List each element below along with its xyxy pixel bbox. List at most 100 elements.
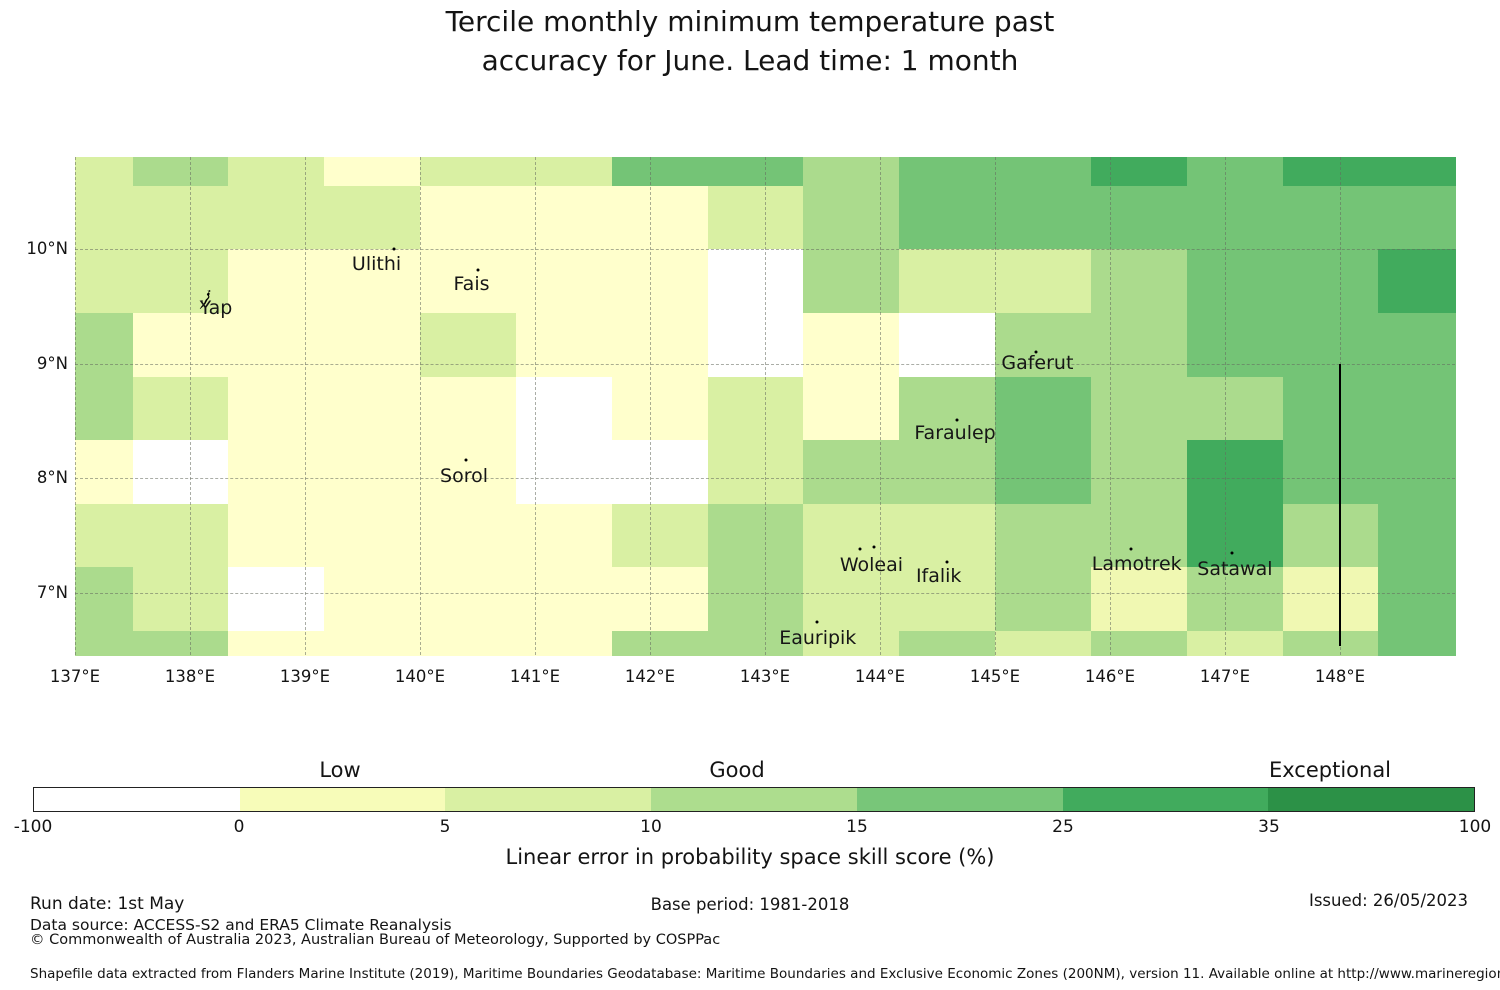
map-cell <box>1186 249 1284 314</box>
grid-line-parallel <box>75 478 1455 480</box>
island-label: Faraulep <box>914 421 996 444</box>
map-cell <box>324 503 421 569</box>
grid-line-parallel <box>75 249 1455 251</box>
map-cell <box>1090 631 1188 656</box>
map-cell <box>995 249 1092 314</box>
grid-line-meridian <box>765 157 766 655</box>
x-tick-label: 139°E <box>279 667 331 686</box>
chart-title-line2: accuracy for June. Lead time: 1 month <box>481 44 1019 77</box>
island-marker <box>1034 350 1038 354</box>
map-cell <box>899 631 996 656</box>
copyright-text: © Commonwealth of Australia 2023, Austra… <box>30 932 721 948</box>
map-cell <box>75 185 134 250</box>
map-cell <box>75 312 134 378</box>
colorbar <box>33 787 1475 812</box>
map-cell <box>995 567 1092 632</box>
grid-line-meridian <box>190 157 191 655</box>
map-cell <box>1090 440 1188 505</box>
map-cell <box>228 503 325 569</box>
map-cell <box>803 157 900 187</box>
map-cell <box>899 376 996 441</box>
map-cell <box>803 312 900 378</box>
map-cell <box>420 312 517 378</box>
eez-boundary-line <box>1339 364 1341 646</box>
grid-line-meridian <box>535 157 536 655</box>
grid-line-parallel <box>75 363 1455 365</box>
map-cell <box>132 440 229 505</box>
island-marker <box>872 545 876 549</box>
map-cell <box>228 157 325 187</box>
map-cell <box>324 157 421 187</box>
map-cell <box>228 312 325 378</box>
map-cell <box>707 631 804 656</box>
map-cell <box>228 376 325 441</box>
island-label: Gaferut <box>1001 351 1074 374</box>
map-cell <box>515 376 613 441</box>
colorbar-tick-label: 35 <box>1258 817 1280 837</box>
map-cell <box>899 440 996 505</box>
colorbar-category-label: Good <box>709 758 765 782</box>
colorbar-tick-label: 0 <box>233 817 245 837</box>
map-cell <box>1186 312 1284 378</box>
map-cell <box>803 567 900 632</box>
map-cell <box>228 249 325 314</box>
map-cell <box>228 185 325 250</box>
map-cell <box>995 503 1092 569</box>
map-cell <box>228 631 325 656</box>
island-label: Fais <box>453 273 490 296</box>
map-cell <box>995 157 1092 187</box>
x-tick-label: 146°E <box>1084 667 1136 686</box>
x-tick-label: 137°E <box>49 667 101 686</box>
map-cell <box>1090 376 1188 441</box>
map-cell <box>132 567 229 632</box>
island-label: Eauripik <box>779 626 857 649</box>
map-cell <box>995 312 1092 378</box>
grid-line-meridian <box>420 157 421 655</box>
run-date-text: Run date: 1st May <box>30 894 185 914</box>
map-cell <box>1378 440 1456 505</box>
island-marker <box>945 560 949 564</box>
chart-title: Tercile monthly minimum temperature past… <box>0 2 1500 80</box>
grid-line-meridian <box>880 157 881 655</box>
map-cell <box>1186 157 1284 187</box>
map-cell <box>1186 567 1284 632</box>
map-cell <box>515 440 613 505</box>
map-cell <box>803 503 900 569</box>
map-cell <box>1282 376 1379 441</box>
map-cell <box>1282 249 1379 314</box>
map-cell <box>132 185 229 250</box>
map-cell <box>803 440 900 505</box>
map-cell <box>324 312 421 378</box>
island-marker <box>815 620 819 624</box>
map-cell <box>707 376 804 441</box>
y-tick-label: 7°N <box>36 582 68 602</box>
map-cell <box>515 185 613 250</box>
map-cell <box>1282 157 1379 187</box>
island-label: Yap <box>199 297 233 320</box>
island-marker <box>955 418 959 422</box>
map-cell <box>995 185 1092 250</box>
grid-line-meridian <box>305 157 306 655</box>
x-tick-label: 141°E <box>509 667 561 686</box>
map-cell <box>324 249 421 314</box>
colorbar-caption: Linear error in probability space skill … <box>505 845 995 869</box>
island-marker <box>1129 547 1133 551</box>
map-cell <box>995 376 1092 441</box>
y-tick-label: 10°N <box>26 239 68 259</box>
map-cell <box>324 567 421 632</box>
map-cell <box>420 631 517 656</box>
map-cell <box>995 631 1092 656</box>
map-cell <box>899 185 996 250</box>
map-cell <box>1186 440 1284 505</box>
map-cell <box>75 376 134 441</box>
map-cell <box>611 503 709 569</box>
grid-line-meridian <box>650 157 651 655</box>
map-cell <box>803 631 900 656</box>
map-cell <box>1282 631 1379 656</box>
map-cell <box>132 631 229 656</box>
map-cell <box>899 567 996 632</box>
island-marker <box>858 547 862 551</box>
map-cell <box>899 157 996 187</box>
map-cell <box>1378 157 1456 187</box>
